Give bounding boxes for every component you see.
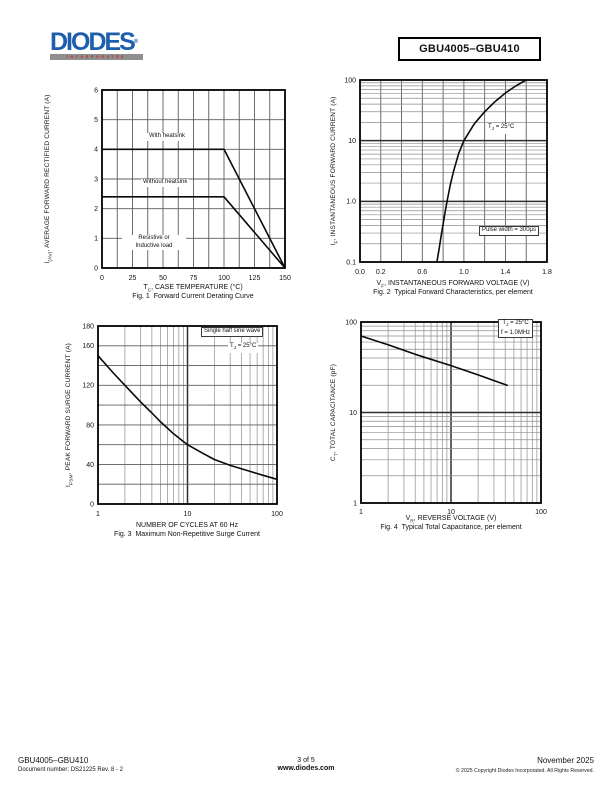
svg-text:6: 6 xyxy=(94,87,98,94)
svg-text:10: 10 xyxy=(348,138,356,145)
svg-text:180: 180 xyxy=(82,323,94,330)
svg-text:120: 120 xyxy=(82,383,94,390)
svg-text:1.0: 1.0 xyxy=(346,199,356,206)
fig1-x-axis-title: TC, CASE TEMPERATURE (°C) xyxy=(143,284,243,294)
svg-text:100: 100 xyxy=(344,77,356,84)
svg-text:1.4: 1.4 xyxy=(501,269,511,276)
registered-mark-icon: ® xyxy=(133,39,139,45)
diodes-logo-incorporated-label: INCORPORATED xyxy=(66,55,127,59)
fig3-label-tj: TJ = 25°C xyxy=(228,343,259,353)
svg-text:125: 125 xyxy=(249,275,261,282)
fig1-caption: Fig. 1 Forward Current Derating Curve xyxy=(132,293,254,300)
fig4-label-frequency: f = 1.0MHz xyxy=(501,329,531,336)
svg-text:0.2: 0.2 xyxy=(376,269,386,276)
svg-text:3: 3 xyxy=(94,176,98,183)
fig2-chart-canvas: 0.0 0.2 0.6 1.0 1.4 1.8 100 10 1.0 0.1 xyxy=(344,77,552,276)
svg-text:1: 1 xyxy=(353,500,357,507)
svg-text:5: 5 xyxy=(94,117,98,124)
fig4-x-axis-title: VR, REVERSE VOLTAGE (V) xyxy=(405,515,497,525)
svg-text:0.1: 0.1 xyxy=(346,259,356,266)
svg-text:1.0: 1.0 xyxy=(459,269,469,276)
diodes-logo-incorporated-bar: INCORPORATED xyxy=(50,54,143,60)
svg-text:1.8: 1.8 xyxy=(542,269,552,276)
footer-left: GBU4005–GBU410 Document number: DS21225 … xyxy=(18,756,123,773)
svg-text:0: 0 xyxy=(90,501,94,508)
footer-center: 3 of 5 www.diodes.com xyxy=(246,757,366,772)
fig1-label-load-type: Resistive or Inductive load xyxy=(122,235,186,250)
svg-text:0.6: 0.6 xyxy=(417,269,427,276)
svg-text:0: 0 xyxy=(100,275,104,282)
fig3-label-sine-wave: Single half sine wave xyxy=(201,327,264,337)
fig3-caption: Fig. 3 Maximum Non-Repetitive Surge Curr… xyxy=(114,531,260,538)
svg-text:100: 100 xyxy=(218,275,230,282)
svg-text:75: 75 xyxy=(190,275,198,282)
fig3-y-axis-title: IFSM, PEAK FORWARD SURGE CURRENT (A) xyxy=(65,343,75,487)
fig1-label-load-line2: Inductive load xyxy=(135,242,173,249)
svg-text:4: 4 xyxy=(94,147,98,154)
fig4-label-tj: TJ = 25°C xyxy=(502,320,529,329)
svg-text:80: 80 xyxy=(86,422,94,429)
fig3-x-axis-title: NUMBER OF CYCLES AT 60 Hz xyxy=(135,522,239,529)
svg-text:25: 25 xyxy=(129,275,137,282)
svg-text:10: 10 xyxy=(447,509,455,516)
fig2-x-axis-title: VF, INSTANTANEOUS FORWARD VOLTAGE (V) xyxy=(376,280,530,290)
footer-right: November 2025 © 2025 Copyright Diodes In… xyxy=(380,756,594,774)
footer-page-indicator: 3 of 5 xyxy=(297,757,315,764)
footer-website-link[interactable]: www.diodes.com xyxy=(277,765,335,772)
footer-date: November 2025 xyxy=(537,756,594,765)
fig2-y-axis-title: IF, INSTANTANEOUS FORWARD CURRENT (A) xyxy=(330,96,340,246)
footer-copyright: © 2025 Copyright Diodes Incorporated. Al… xyxy=(455,768,594,774)
diodes-logo: DIODES® INCORPORATED xyxy=(50,28,150,60)
part-number-label: GBU4005–GBU410 xyxy=(419,43,520,55)
svg-text:50: 50 xyxy=(159,275,167,282)
part-number-box: GBU4005–GBU410 xyxy=(398,37,541,61)
svg-text:100: 100 xyxy=(271,511,283,518)
svg-text:100: 100 xyxy=(345,319,357,326)
svg-text:1: 1 xyxy=(94,236,98,243)
fig4-chart-canvas: 1 10 100 1 10 100 xyxy=(345,319,547,516)
fig2-label-tj: TJ = 25°C xyxy=(486,124,517,134)
fig4-caption: Fig. 4 Typical Total Capacitance, per el… xyxy=(380,524,522,531)
svg-text:1: 1 xyxy=(96,511,100,518)
footer-part-number: GBU4005–GBU410 xyxy=(18,756,89,765)
svg-text:1: 1 xyxy=(359,509,363,516)
svg-text:0: 0 xyxy=(94,265,98,272)
svg-text:10: 10 xyxy=(184,511,192,518)
diodes-logo-wordmark: DIODES® xyxy=(50,28,139,56)
fig2-caption: Fig. 2 Typical Forward Characteristics, … xyxy=(373,289,533,296)
svg-text:40: 40 xyxy=(86,462,94,469)
fig1-label-load-line1: Resistive or xyxy=(138,235,170,241)
fig4-y-axis-title: CT, TOTAL CAPACITANCE (pF) xyxy=(330,363,340,462)
svg-text:150: 150 xyxy=(279,275,291,282)
fig3-chart-canvas: 1 10 100 0 40 80 120 160 180 xyxy=(82,323,283,518)
fig1-label-with-heatsink: With heatsink xyxy=(147,133,188,141)
svg-text:0.0: 0.0 xyxy=(355,269,365,276)
svg-text:160: 160 xyxy=(82,343,94,350)
svg-text:100: 100 xyxy=(535,509,547,516)
footer-document-number: Document number: DS21225 Rev. 8 - 2 xyxy=(18,767,123,773)
fig2-label-pulse-width: Pulse width = 300µs xyxy=(479,226,539,236)
svg-text:2: 2 xyxy=(94,206,98,213)
svg-text:10: 10 xyxy=(349,410,357,417)
fig1-label-without-heatsink: Without heatsink xyxy=(141,179,190,187)
fig4-conditions-box: TJ = 25°C f = 1.0MHz xyxy=(498,319,534,339)
fig1-y-axis-title: I(AV), AVERAGE FORWARD RECTIFIED CURRENT… xyxy=(44,94,54,264)
